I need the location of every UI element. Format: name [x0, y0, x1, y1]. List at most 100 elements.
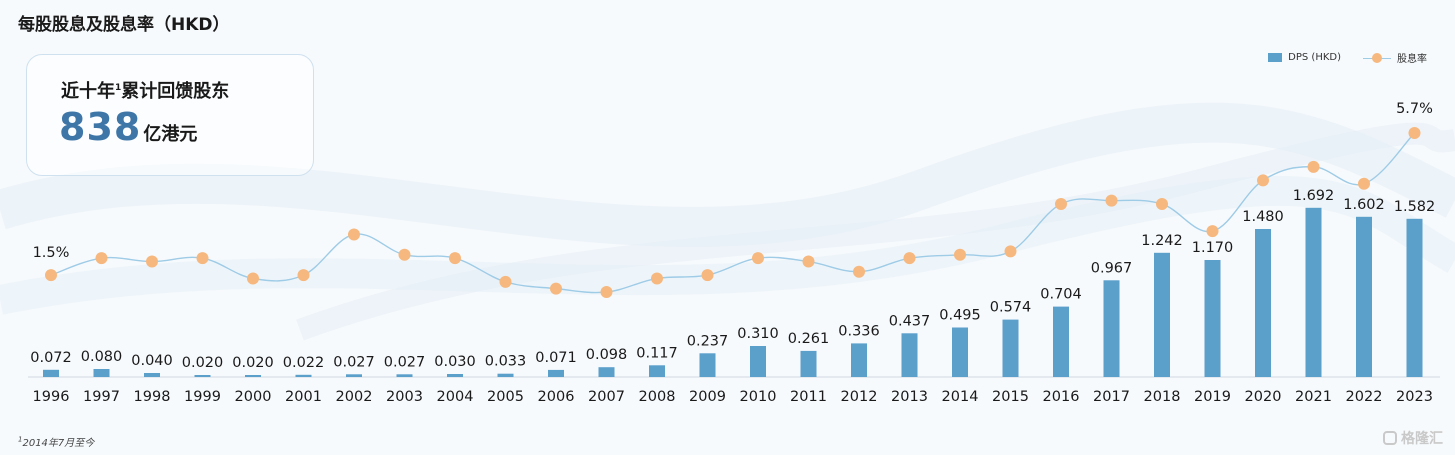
dps-bar	[1154, 252, 1170, 377]
dps-value-label: 0.237	[687, 333, 729, 349]
yield-point	[45, 269, 57, 282]
dps-bar	[43, 369, 59, 377]
dps-value-label: 0.020	[232, 355, 274, 371]
dps-bar	[245, 375, 261, 377]
yield-point	[651, 272, 663, 285]
watermark: 格隆汇	[1383, 428, 1443, 448]
footnote-text: 2014年7月至今	[22, 438, 95, 449]
x-tick-label: 2012	[841, 389, 878, 405]
dps-bar	[447, 374, 463, 377]
callout-amount: 838	[59, 105, 142, 149]
x-tick-label: 1998	[134, 389, 171, 405]
dps-value-label: 0.080	[81, 349, 123, 365]
yield-point	[1307, 160, 1320, 173]
yield-value-label: 1.5%	[33, 245, 70, 261]
dps-bar	[1002, 319, 1019, 377]
x-tick-label: 2005	[487, 389, 524, 405]
x-tick-label: 2010	[740, 389, 777, 405]
dps-value-label: 0.495	[939, 308, 981, 324]
yield-point	[398, 248, 411, 261]
dps-value-label: 0.574	[990, 300, 1032, 316]
x-tick-label: 2006	[538, 389, 575, 405]
watermark-text: 格隆汇	[1401, 431, 1443, 447]
yield-value-label: 5.7%	[1396, 101, 1433, 117]
dps-value-label: 0.704	[1040, 287, 1082, 303]
dps-bar	[1053, 306, 1069, 377]
dps-bar	[1204, 260, 1221, 377]
x-tick-label: 2019	[1194, 389, 1231, 405]
x-tick-label: 2000	[235, 389, 272, 405]
dps-bar	[800, 350, 817, 377]
callout-heading-text: 近十年	[61, 81, 115, 102]
yield-point	[1408, 127, 1421, 139]
yield-point	[954, 248, 966, 261]
dps-value-label: 0.020	[182, 355, 224, 371]
yield-point	[1004, 245, 1017, 258]
yield-point	[1206, 225, 1219, 238]
x-tick-label: 2003	[386, 389, 423, 405]
footnote: 12014年7月至今	[18, 434, 94, 449]
x-tick-label: 2002	[336, 389, 373, 405]
dps-bar	[1356, 216, 1372, 377]
dps-value-label: 0.030	[434, 354, 476, 370]
yield-point	[1105, 194, 1118, 207]
yield-point	[853, 265, 865, 278]
dps-value-label: 1.602	[1343, 197, 1385, 213]
callout-heading-rest: 累计回馈股东	[121, 81, 230, 102]
dps-value-label: 0.117	[636, 345, 678, 361]
watermark-logo-icon	[1383, 431, 1397, 445]
dps-bar	[851, 343, 867, 377]
x-tick-label: 2021	[1295, 389, 1332, 405]
dps-bar	[901, 333, 918, 377]
legend-bar-swatch	[1268, 53, 1283, 62]
x-tick-label: 2009	[689, 389, 726, 405]
dps-value-label: 0.071	[535, 350, 577, 366]
yield-point	[701, 269, 714, 282]
yield-point	[550, 282, 562, 295]
x-tick-label: 1997	[83, 389, 120, 405]
yield-point	[1156, 198, 1168, 211]
yield-point	[247, 272, 259, 285]
callout-heading: 近十年1累计回馈股东	[61, 77, 229, 103]
dps-value-label: 0.967	[1091, 260, 1133, 276]
cumulative-return-callout: 近十年1累计回馈股东 838 亿港元	[26, 54, 314, 176]
dps-value-label: 1.692	[1293, 188, 1335, 204]
yield-point	[95, 252, 108, 265]
dps-value-label: 0.033	[485, 354, 527, 370]
x-tick-label: 2015	[992, 389, 1029, 405]
yield-point	[297, 269, 310, 282]
dps-bar	[1406, 218, 1423, 377]
dps-bar	[93, 369, 110, 377]
yield-point	[752, 252, 764, 265]
legend-line-label: 股息率	[1397, 54, 1427, 65]
dps-value-label: 0.072	[30, 350, 72, 366]
callout-unit: 亿港元	[143, 124, 198, 145]
yield-point	[600, 286, 613, 298]
footnote-marker: 1	[18, 435, 23, 444]
dps-value-label: 0.027	[333, 354, 375, 370]
dps-value-label: 1.242	[1141, 233, 1183, 249]
x-tick-label: 2017	[1093, 389, 1130, 405]
chart-title: 每股股息及股息率（HKD）	[18, 15, 230, 35]
yield-series-line	[50, 132, 1415, 294]
x-tick-label: 1996	[33, 389, 70, 405]
legend-line-swatch	[1363, 52, 1391, 63]
legend-bar-label: DPS (HKD)	[1288, 52, 1341, 63]
x-tick-label: 2020	[1245, 389, 1282, 405]
dps-bar	[1255, 229, 1271, 377]
x-tick-label: 2022	[1346, 389, 1383, 405]
dps-value-label: 0.022	[283, 355, 325, 371]
dps-value-label: 0.437	[889, 313, 931, 329]
dps-bar	[750, 346, 766, 377]
x-tick-label: 2013	[891, 389, 928, 405]
dps-bar	[144, 373, 160, 377]
dps-value-label: 0.027	[384, 354, 426, 370]
x-tick-label: 2001	[285, 389, 322, 405]
dps-bar	[346, 374, 362, 377]
dps-value-label: 1.582	[1394, 199, 1436, 215]
x-tick-label: 2007	[588, 389, 625, 405]
yield-point	[348, 228, 360, 241]
dps-bar	[396, 374, 413, 377]
dps-bar	[548, 369, 564, 377]
